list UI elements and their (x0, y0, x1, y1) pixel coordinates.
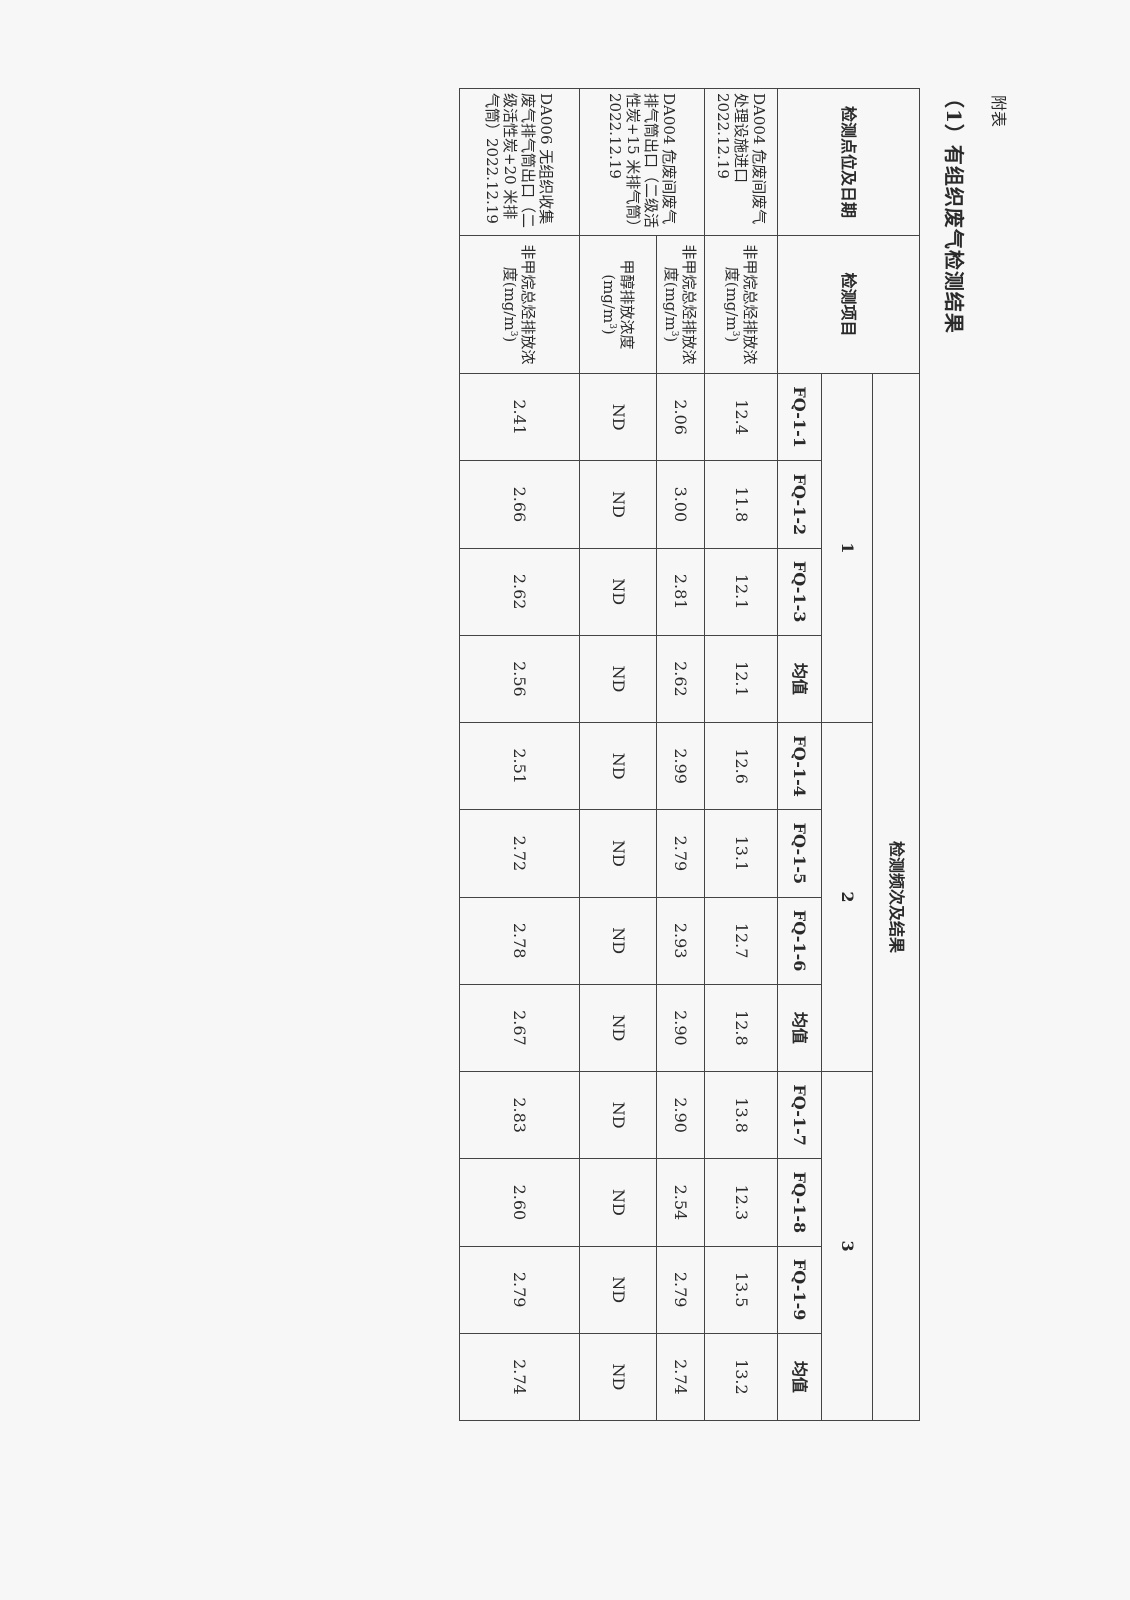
value-cell: 12.1 (704, 635, 778, 723)
column-header: FQ-1-2 (777, 460, 822, 548)
column-header: FQ-1-9 (777, 1246, 822, 1334)
value-cell: 2.74 (656, 1333, 705, 1421)
value-cell: 2.79 (459, 1246, 580, 1334)
item-cell: 非甲烷总烃排放浓度(mg/m3) (656, 235, 705, 374)
value-cell: 2.54 (656, 1158, 705, 1246)
value-cell: ND (579, 897, 657, 985)
value-cell: ND (579, 1158, 657, 1246)
item-cell: 甲醇排放浓度(mg/m3) (579, 235, 657, 374)
value-cell: 2.93 (656, 897, 705, 985)
value-cell: 13.2 (704, 1333, 778, 1421)
value-cell: 12.8 (704, 984, 778, 1072)
value-cell: 2.81 (656, 548, 705, 636)
value-cell: ND (579, 722, 657, 810)
value-cell: 13.8 (704, 1071, 778, 1159)
value-cell: 2.51 (459, 722, 580, 810)
value-cell: 2.56 (459, 635, 580, 723)
value-cell: 2.66 (459, 460, 580, 548)
unit-end: ) (662, 336, 681, 343)
value-cell: 2.83 (459, 1071, 580, 1159)
value-cell: 12.1 (704, 548, 778, 636)
value-cell: 2.06 (656, 373, 705, 461)
value-cell: 11.8 (704, 460, 778, 548)
value-cell: 2.62 (459, 548, 580, 636)
value-cell: 2.62 (656, 635, 705, 723)
value-cell: 12.7 (704, 897, 778, 985)
header-item: 检测项目 (777, 235, 920, 374)
value-cell: 13.1 (704, 809, 778, 897)
appendix-label: 附表 (989, 95, 1008, 128)
column-header: 均值 (777, 1333, 822, 1421)
location-cell: DA006 无组织收集废气排气筒出口（二级活性炭+20 米排气筒）2022.12… (459, 88, 580, 236)
unit-end: ) (723, 336, 741, 343)
value-cell: ND (579, 635, 657, 723)
location-cell: DA004 危废间废气处理设施进口 2022.12.19 (704, 88, 778, 236)
column-header: FQ-1-6 (777, 897, 822, 985)
value-cell: 12.4 (704, 373, 778, 461)
value-cell: 2.72 (459, 809, 580, 897)
column-header: FQ-1-1 (777, 373, 822, 461)
value-cell: 2.60 (459, 1158, 580, 1246)
value-cell: ND (579, 984, 657, 1072)
value-cell: 2.67 (459, 984, 580, 1072)
header-group: 1 (821, 373, 873, 723)
value-cell: ND (579, 1246, 657, 1334)
value-cell: 3.00 (656, 460, 705, 548)
column-header: 均值 (777, 984, 822, 1072)
value-cell: 12.6 (704, 722, 778, 810)
item-label: 甲醇排放浓度(mg/m (600, 259, 636, 350)
column-header: 均值 (777, 635, 822, 723)
value-cell: 2.99 (656, 722, 705, 810)
value-cell: ND (579, 373, 657, 461)
page-title: （1）有组织废气检测结果 (942, 88, 966, 334)
value-cell: ND (579, 1071, 657, 1159)
column-header: FQ-1-4 (777, 722, 822, 810)
item-cell: 非甲烷总烃排放浓度(mg/m3) (704, 235, 778, 374)
item-label: 非甲烷总烃排放浓度(mg/m (501, 244, 538, 365)
column-header: FQ-1-5 (777, 809, 822, 897)
header-group: 2 (821, 722, 873, 1072)
item-label: 非甲烷总烃排放浓度(mg/m (662, 244, 699, 365)
value-cell: ND (579, 548, 657, 636)
header-location: 检测点位及日期 (777, 88, 920, 236)
header-results: 检测频次及结果 (872, 373, 920, 1421)
column-header: FQ-1-7 (777, 1071, 822, 1159)
location-cell: DA004 危废间废气排气筒出口（二级活性炭+15 米排气筒）2022.12.1… (579, 88, 705, 236)
value-cell: 2.90 (656, 1071, 705, 1159)
column-header: FQ-1-3 (777, 548, 822, 636)
value-cell: 2.79 (656, 809, 705, 897)
item-cell: 非甲烷总烃排放浓度(mg/m3) (459, 235, 580, 374)
value-cell: 13.5 (704, 1246, 778, 1334)
value-cell: 2.78 (459, 897, 580, 985)
column-header: FQ-1-8 (777, 1158, 822, 1246)
value-cell: 2.79 (656, 1246, 705, 1334)
value-cell: 2.74 (459, 1333, 580, 1421)
item-label: 非甲烷总烃排放浓度(mg/m (723, 244, 759, 365)
unit-end: ) (600, 328, 618, 335)
value-cell: 2.41 (459, 373, 580, 461)
unit-end: ) (501, 336, 520, 343)
value-cell: ND (579, 809, 657, 897)
results-table: 检测点位及日期 检测项目 检测频次及结果 1 2 3 FQ-1-1 FQ-1-2 F… (459, 88, 920, 1421)
header-group: 3 (821, 1071, 873, 1421)
value-cell: 2.90 (656, 984, 705, 1072)
value-cell: ND (579, 460, 657, 548)
value-cell: 12.3 (704, 1158, 778, 1246)
value-cell: ND (579, 1333, 657, 1421)
